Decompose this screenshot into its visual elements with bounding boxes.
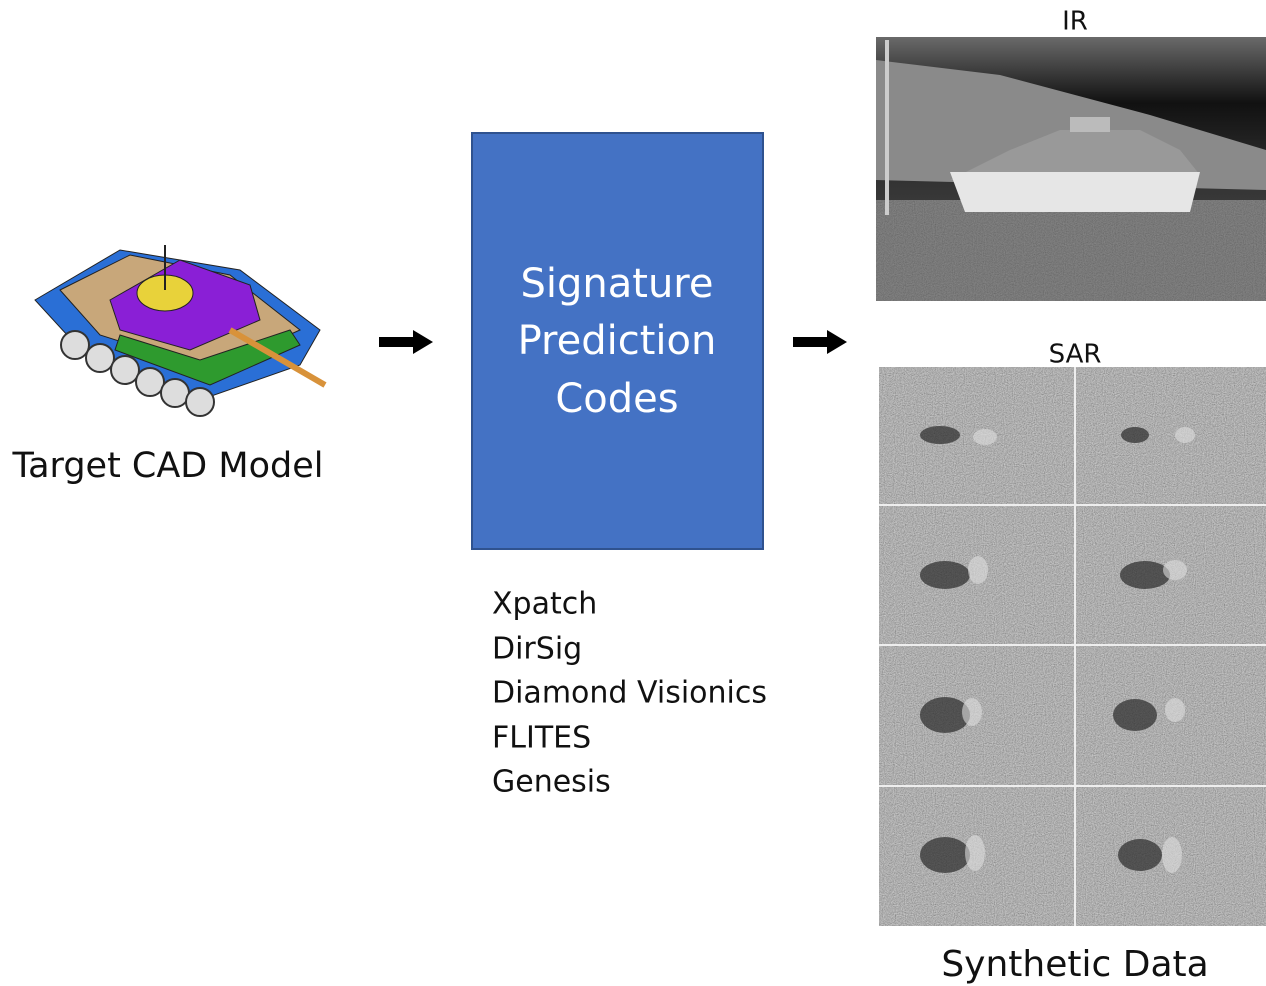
diagram: Target CAD Model Signature Prediction Co… xyxy=(0,0,1266,986)
box-text: Prediction xyxy=(518,318,717,364)
box-text: Signature xyxy=(521,261,714,307)
cad-model-image xyxy=(35,245,325,416)
sar-label: SAR xyxy=(1049,340,1102,370)
ir-image xyxy=(876,37,1266,301)
sar-image xyxy=(879,367,1266,926)
arrow xyxy=(793,330,847,354)
box-text: Codes xyxy=(555,376,678,422)
ir-label: IR xyxy=(1062,7,1088,37)
code-item: Xpatch xyxy=(492,587,597,622)
code-item: Diamond Visionics xyxy=(492,676,767,711)
input-label: Target CAD Model xyxy=(12,446,324,486)
code-item: DirSig xyxy=(492,632,582,667)
code-item: FLITES xyxy=(492,721,591,756)
arrow xyxy=(379,330,433,354)
output-caption: Synthetic Data xyxy=(941,944,1208,985)
code-item: Genesis xyxy=(492,765,611,800)
